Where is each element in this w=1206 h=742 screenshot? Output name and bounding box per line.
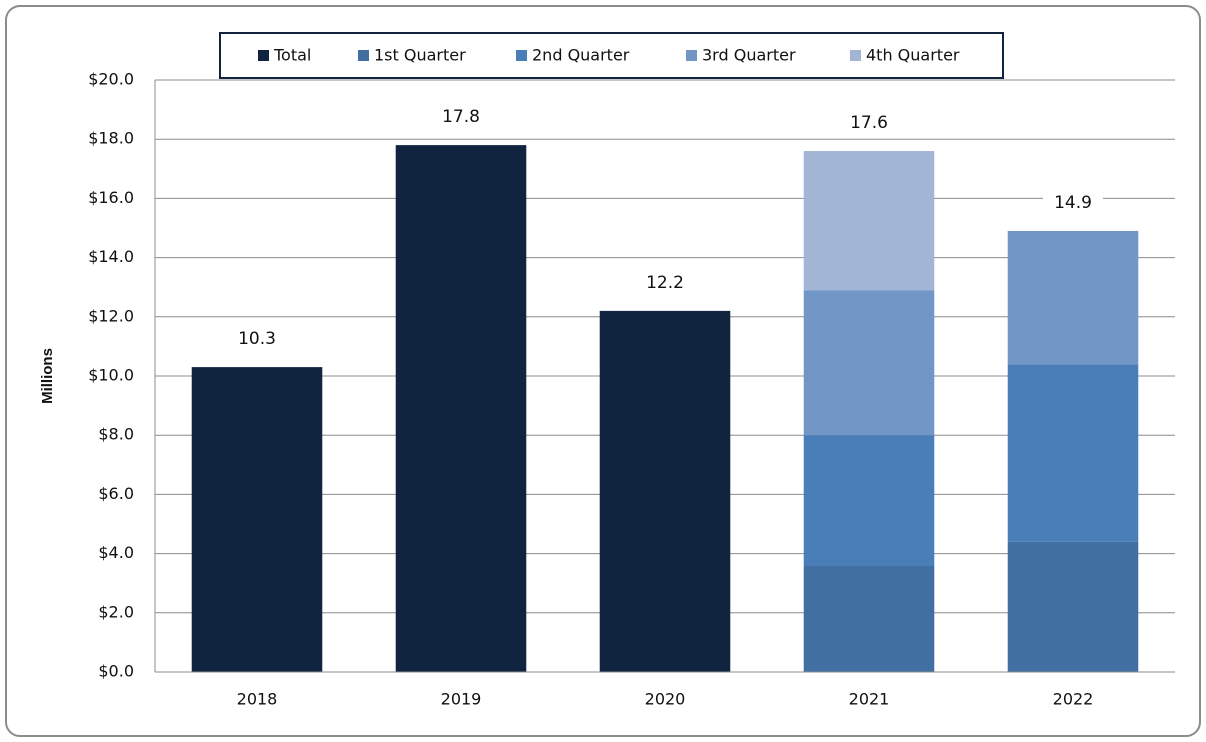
data-label: 14.9 (1054, 193, 1092, 213)
data-label: 10.3 (238, 329, 276, 349)
data-label-bg (227, 327, 287, 352)
data-label-bg (839, 111, 899, 136)
bar-segment (803, 565, 935, 672)
legend-label: 4th Quarter (866, 46, 960, 65)
y-tick-label: $2.0 (98, 602, 134, 621)
bar-segment (191, 367, 323, 672)
x-tick-label: 2021 (849, 690, 890, 709)
data-label-bg (635, 270, 695, 295)
data-label: 17.8 (442, 107, 480, 127)
y-tick-label: $4.0 (98, 543, 134, 562)
legend-label: 1st Quarter (374, 46, 466, 65)
x-tick-label: 2022 (1053, 690, 1094, 709)
bar-segment (1007, 364, 1139, 542)
y-tick-label: $10.0 (88, 366, 134, 385)
bar-segment (1007, 541, 1139, 672)
y-tick-label: $6.0 (98, 484, 134, 503)
y-tick-label: $18.0 (88, 129, 134, 148)
bar-segment (395, 145, 527, 672)
legend-swatch (850, 50, 861, 61)
legend-label: Total (273, 46, 311, 65)
legend-swatch (516, 50, 527, 61)
legend-label: 2nd Quarter (532, 46, 630, 65)
legend-swatch (358, 50, 369, 61)
bar-segment (803, 151, 935, 291)
y-tick-label: $20.0 (88, 70, 134, 89)
x-tick-label: 2018 (237, 690, 278, 709)
legend-label: 3rd Quarter (702, 46, 796, 65)
bar-segment (599, 310, 731, 672)
y-tick-label: $16.0 (88, 188, 134, 207)
bar-segment (803, 435, 935, 566)
y-tick-label: $8.0 (98, 425, 134, 444)
y-tick-label: $12.0 (88, 306, 134, 325)
legend-box (219, 32, 1004, 79)
bar-segment (1007, 230, 1139, 365)
data-label: 17.6 (850, 113, 888, 133)
bar-segment (803, 290, 935, 436)
data-label-bg (1043, 190, 1103, 215)
y-tick-label: $0.0 (98, 662, 134, 681)
data-label: 12.2 (646, 273, 684, 293)
x-tick-label: 2020 (645, 690, 686, 709)
y-tick-label: $14.0 (88, 247, 134, 266)
data-label-bg (431, 105, 491, 130)
x-tick-label: 2019 (441, 690, 482, 709)
y-axis-label: Millions (39, 348, 56, 404)
legend-swatch (686, 50, 697, 61)
legend-swatch (258, 50, 269, 61)
